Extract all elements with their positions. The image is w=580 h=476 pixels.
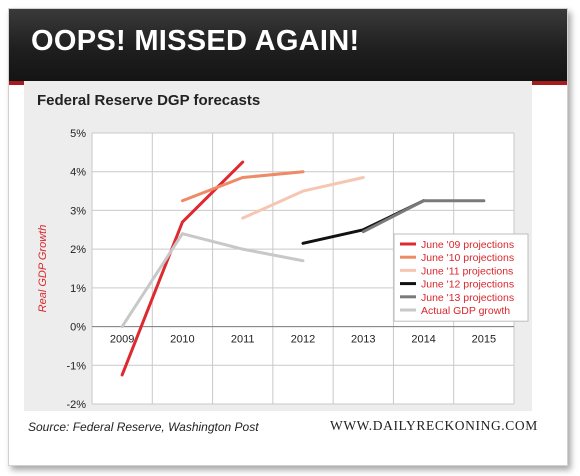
y-tick-label: 5% xyxy=(70,128,86,140)
y-tick-label: 1% xyxy=(70,283,86,295)
series-line-2 xyxy=(241,176,365,220)
legend-label: June '12 projections xyxy=(421,279,514,291)
series-line-5 xyxy=(120,232,305,329)
banner-title: OOPS! MISSED AGAIN! xyxy=(31,25,360,57)
x-tick-label: 2010 xyxy=(170,334,194,346)
x-tick-label: 2015 xyxy=(472,334,496,346)
y-tick-label: 3% xyxy=(70,205,86,217)
y-tick-label: 4% xyxy=(70,167,86,179)
legend-label: Actual GDP growth xyxy=(421,305,510,317)
y-tick-label: 0% xyxy=(70,322,86,334)
source-note: Source: Federal Reserve, Washington Post xyxy=(28,420,259,434)
legend-label: June '11 projections xyxy=(421,265,513,277)
legend-box xyxy=(393,233,529,322)
banner: OOPS! MISSED AGAIN! xyxy=(9,9,567,85)
legend-label: June '10 projections xyxy=(421,252,514,264)
y-axis-label: Real GDP Growth xyxy=(37,225,49,313)
legend-label: June '13 projections xyxy=(421,292,514,304)
legend-label: June '09 projections xyxy=(421,239,514,251)
x-tick-label: 2014 xyxy=(411,334,435,346)
x-tick-label: 2009 xyxy=(110,334,134,346)
series-line-1 xyxy=(180,170,305,203)
series-line-0 xyxy=(120,160,245,377)
x-tick-label: 2013 xyxy=(351,334,375,346)
series-line-4 xyxy=(361,199,486,234)
chart-title: Federal Reserve DGP forecasts xyxy=(37,92,261,109)
site-url: WWW.DAILYRECKONING.COM xyxy=(330,418,538,433)
y-tick-label: 2% xyxy=(70,244,86,256)
y-tick-label: -1% xyxy=(66,360,86,372)
y-tick-label: -2% xyxy=(66,399,86,411)
x-tick-label: 2011 xyxy=(231,334,255,346)
x-tick-label: 2012 xyxy=(291,334,315,346)
